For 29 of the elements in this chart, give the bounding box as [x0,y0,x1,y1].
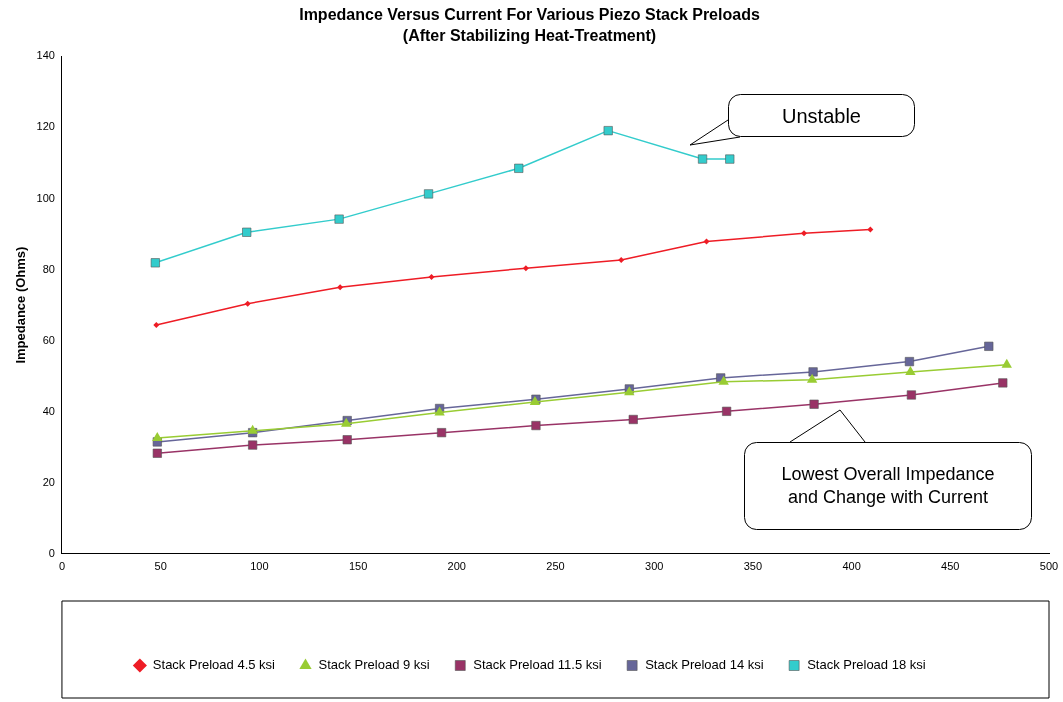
annotation: Lowest Overall Impedance and Change with Current [744,442,1032,530]
x-tick-label: 100 [250,560,269,573]
x-tick-label: 200 [447,560,466,573]
chart-subtitle: (After Stabilizing Heat-Treatment) [402,27,657,45]
y-tick-label: 0 [48,546,55,559]
chart-title: Impedance Versus Current For Various Piezo Stack Preloads [299,6,760,24]
legend-label: Stack Preload 11.5 ksi [473,657,602,673]
y-tick-label: 60 [42,333,55,346]
y-tick-label: 120 [36,120,55,133]
x-tick-label: 400 [842,560,861,573]
y-tick-label: 140 [36,49,55,62]
x-tick-label: 500 [1039,560,1059,573]
x-tick-label: 50 [154,560,167,573]
y-axis-title: Impedance (Ohms) [13,246,29,364]
legend-label: Stack Preload 9 ksi [318,657,430,673]
x-tick-label: 350 [743,560,763,573]
x-tick-label: 300 [645,560,664,573]
y-tick-label: 100 [36,191,55,204]
x-tick-label: 150 [348,560,368,573]
x-tick-label: 450 [941,560,960,573]
x-tick-label: 0 [58,560,66,573]
legend-label: Stack Preload 4.5 ksi [152,657,276,673]
annotation: Unstable [728,94,915,137]
legend-label: Stack Preload 18 ksi [807,657,926,673]
y-tick-label: 20 [42,475,55,488]
y-tick-label: 40 [42,404,55,417]
y-tick-label: 80 [42,262,55,275]
legend-label: Stack Preload 14 ksi [645,657,764,673]
x-tick-label: 250 [546,560,565,573]
